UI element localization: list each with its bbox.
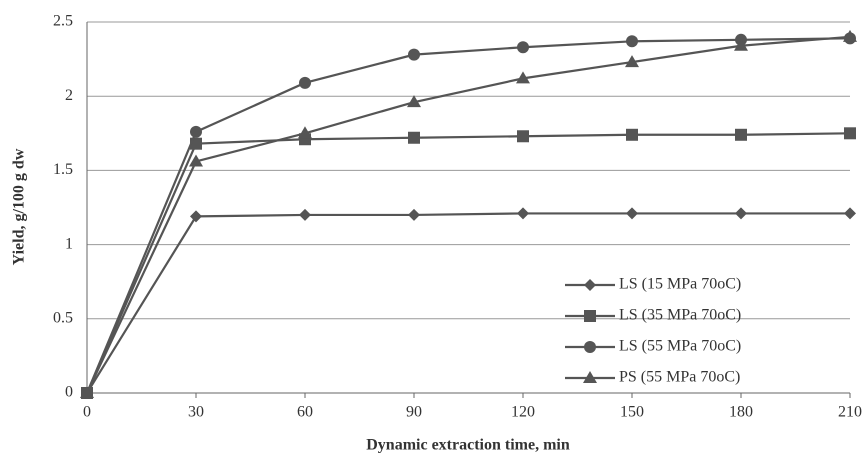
legend-label: LS (15 MPa 70oC) xyxy=(619,276,741,293)
marker xyxy=(626,35,638,47)
marker xyxy=(844,207,856,219)
marker xyxy=(626,207,638,219)
chart: Dynamic extraction time, min Yield, g/10… xyxy=(0,0,867,455)
x-tick-label: 180 xyxy=(729,404,753,421)
x-tick-label: 90 xyxy=(406,404,422,421)
legend-label: PS (55 MPa 70oC) xyxy=(619,369,740,386)
series-line xyxy=(87,213,850,393)
y-axis-title: Yield, g/100 g dw xyxy=(11,148,28,265)
marker xyxy=(626,129,638,141)
x-tick-label: 0 xyxy=(83,404,91,421)
y-tick-label: 0.5 xyxy=(53,309,73,326)
legend-marker xyxy=(584,341,596,353)
y-tick-label: 1.5 xyxy=(53,161,73,178)
x-tick-label: 120 xyxy=(511,404,535,421)
marker xyxy=(299,77,311,89)
x-tick-label: 210 xyxy=(838,404,862,421)
y-tick-label: 1 xyxy=(65,235,73,252)
y-tick-label: 2 xyxy=(65,87,73,104)
legend-marker xyxy=(584,310,596,322)
marker xyxy=(408,209,420,221)
marker xyxy=(408,132,420,144)
marker xyxy=(735,129,747,141)
marker xyxy=(190,210,202,222)
legend-marker xyxy=(584,279,596,291)
x-tick-label: 30 xyxy=(188,404,204,421)
marker xyxy=(517,41,529,53)
y-tick-label: 2.5 xyxy=(53,13,73,30)
x-tick-label: 150 xyxy=(620,404,644,421)
y-tick-label: 0 xyxy=(65,384,73,401)
x-axis-title: Dynamic extraction time, min xyxy=(366,437,570,454)
legend-label: LS (35 MPa 70oC) xyxy=(619,307,741,324)
marker xyxy=(299,209,311,221)
legend-label: LS (55 MPa 70oC) xyxy=(619,338,741,355)
marker xyxy=(844,127,856,139)
marker xyxy=(190,126,202,138)
marker xyxy=(517,130,529,142)
x-tick-label: 60 xyxy=(297,404,313,421)
marker xyxy=(517,207,529,219)
marker xyxy=(408,49,420,61)
marker xyxy=(735,207,747,219)
